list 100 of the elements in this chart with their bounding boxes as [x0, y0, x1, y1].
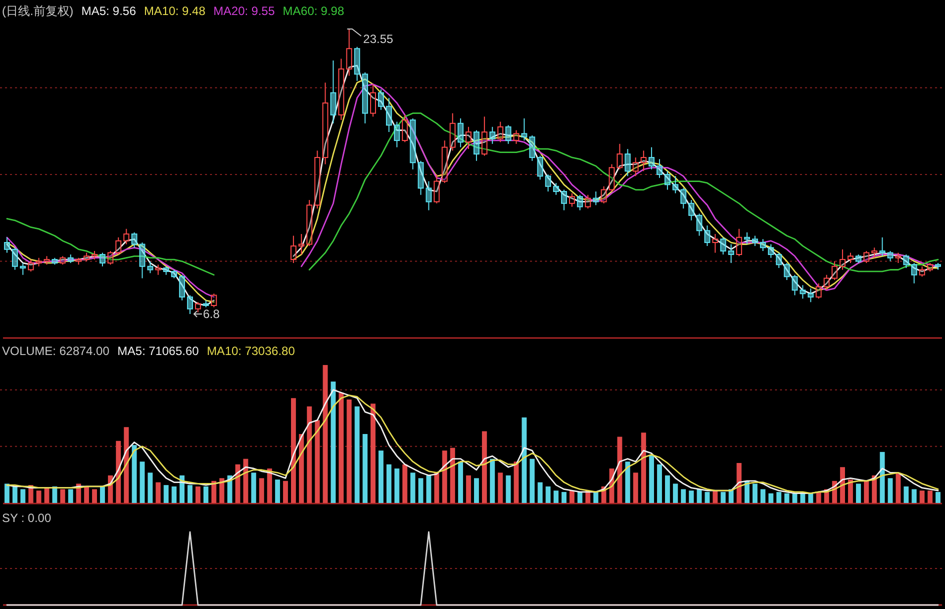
chart-title: VOLUME: 62874.00 — [2, 344, 110, 358]
candlestick — [131, 232, 138, 248]
bar — [880, 452, 885, 503]
text: MA5: 9.56 — [81, 4, 136, 18]
candlestick — [521, 118, 528, 141]
candlestick — [848, 252, 854, 264]
candlestick — [752, 235, 758, 246]
candlestick — [561, 189, 567, 211]
bar — [736, 462, 742, 503]
bar — [554, 490, 559, 503]
candlestick — [202, 300, 209, 308]
candlestick — [489, 126, 496, 144]
bar — [362, 434, 368, 503]
bar — [577, 492, 582, 503]
candlestick — [298, 234, 304, 255]
candlestick — [569, 192, 575, 208]
candlestick — [744, 232, 750, 245]
chart-title: (日线.前复权) — [2, 4, 74, 18]
bar — [458, 462, 464, 503]
candlestick — [600, 186, 607, 204]
text: MA60: 9.98 — [282, 4, 344, 18]
candlestick — [592, 190, 599, 206]
candlestick — [179, 274, 186, 301]
bar — [688, 490, 694, 503]
bar — [506, 475, 511, 503]
candlestick — [800, 284, 806, 300]
candlestick — [855, 254, 862, 264]
bar — [474, 478, 479, 503]
bar — [306, 406, 312, 503]
bar — [132, 445, 137, 503]
candlestick — [402, 114, 408, 143]
annotation: 6.8 — [203, 307, 220, 321]
bar — [672, 484, 678, 503]
bar — [116, 440, 121, 503]
bar — [848, 480, 853, 503]
text: MA5: 71065.60 — [117, 344, 200, 358]
candlestick — [100, 252, 106, 267]
candlestick — [792, 274, 798, 296]
candlestick — [887, 250, 894, 262]
bar — [530, 458, 535, 503]
bar — [752, 484, 758, 503]
bar — [314, 420, 320, 503]
candlestick — [481, 116, 488, 156]
bar — [346, 400, 352, 503]
candlestick — [139, 242, 146, 279]
candlestick — [394, 121, 400, 148]
candlestick — [4, 236, 10, 254]
bar — [720, 492, 726, 503]
candlestick — [36, 257, 42, 267]
bar — [267, 468, 272, 503]
candlestick — [624, 148, 631, 177]
bar — [283, 480, 288, 503]
bar — [888, 478, 893, 503]
bar — [450, 448, 456, 503]
candlestick — [505, 124, 512, 144]
bar — [298, 434, 304, 503]
candlestick — [720, 236, 726, 255]
candlestick — [330, 60, 336, 124]
bar — [434, 472, 440, 503]
bar — [36, 490, 42, 503]
candlestick — [314, 150, 320, 210]
bar — [538, 482, 543, 503]
candlestick — [147, 260, 154, 274]
bar — [12, 486, 18, 503]
bar — [840, 467, 845, 503]
bar — [426, 475, 432, 503]
bar — [664, 475, 670, 503]
bar — [84, 486, 90, 503]
bar — [124, 427, 129, 503]
bar — [641, 432, 646, 503]
bar — [768, 493, 774, 503]
bar — [4, 484, 10, 503]
candlestick — [107, 250, 114, 266]
chart-title: SY : 0.00 — [2, 511, 52, 525]
bar — [704, 492, 710, 503]
bar — [816, 492, 822, 503]
bar — [211, 480, 216, 503]
candlestick — [537, 155, 544, 180]
text: MA10: 73036.80 — [206, 344, 296, 358]
candlestick — [824, 274, 830, 291]
bar — [290, 398, 296, 503]
bar — [100, 486, 105, 503]
bar — [760, 489, 766, 503]
candlestick — [44, 256, 50, 266]
candlestick — [776, 252, 782, 269]
candlestick — [210, 293, 217, 308]
candlestick — [768, 244, 774, 258]
candlestick — [871, 247, 878, 258]
bar — [402, 464, 408, 503]
bar — [546, 486, 551, 503]
bar — [188, 485, 192, 503]
candlestick — [28, 259, 34, 272]
bar — [60, 489, 66, 503]
candlestick — [171, 269, 178, 279]
candlestick — [608, 164, 615, 192]
candlestick — [704, 225, 710, 246]
candlestick — [513, 130, 520, 144]
candlestick — [410, 118, 416, 170]
bar — [203, 486, 208, 503]
candlestick — [378, 88, 384, 110]
